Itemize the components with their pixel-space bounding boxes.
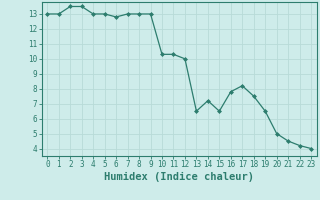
- X-axis label: Humidex (Indice chaleur): Humidex (Indice chaleur): [104, 172, 254, 182]
